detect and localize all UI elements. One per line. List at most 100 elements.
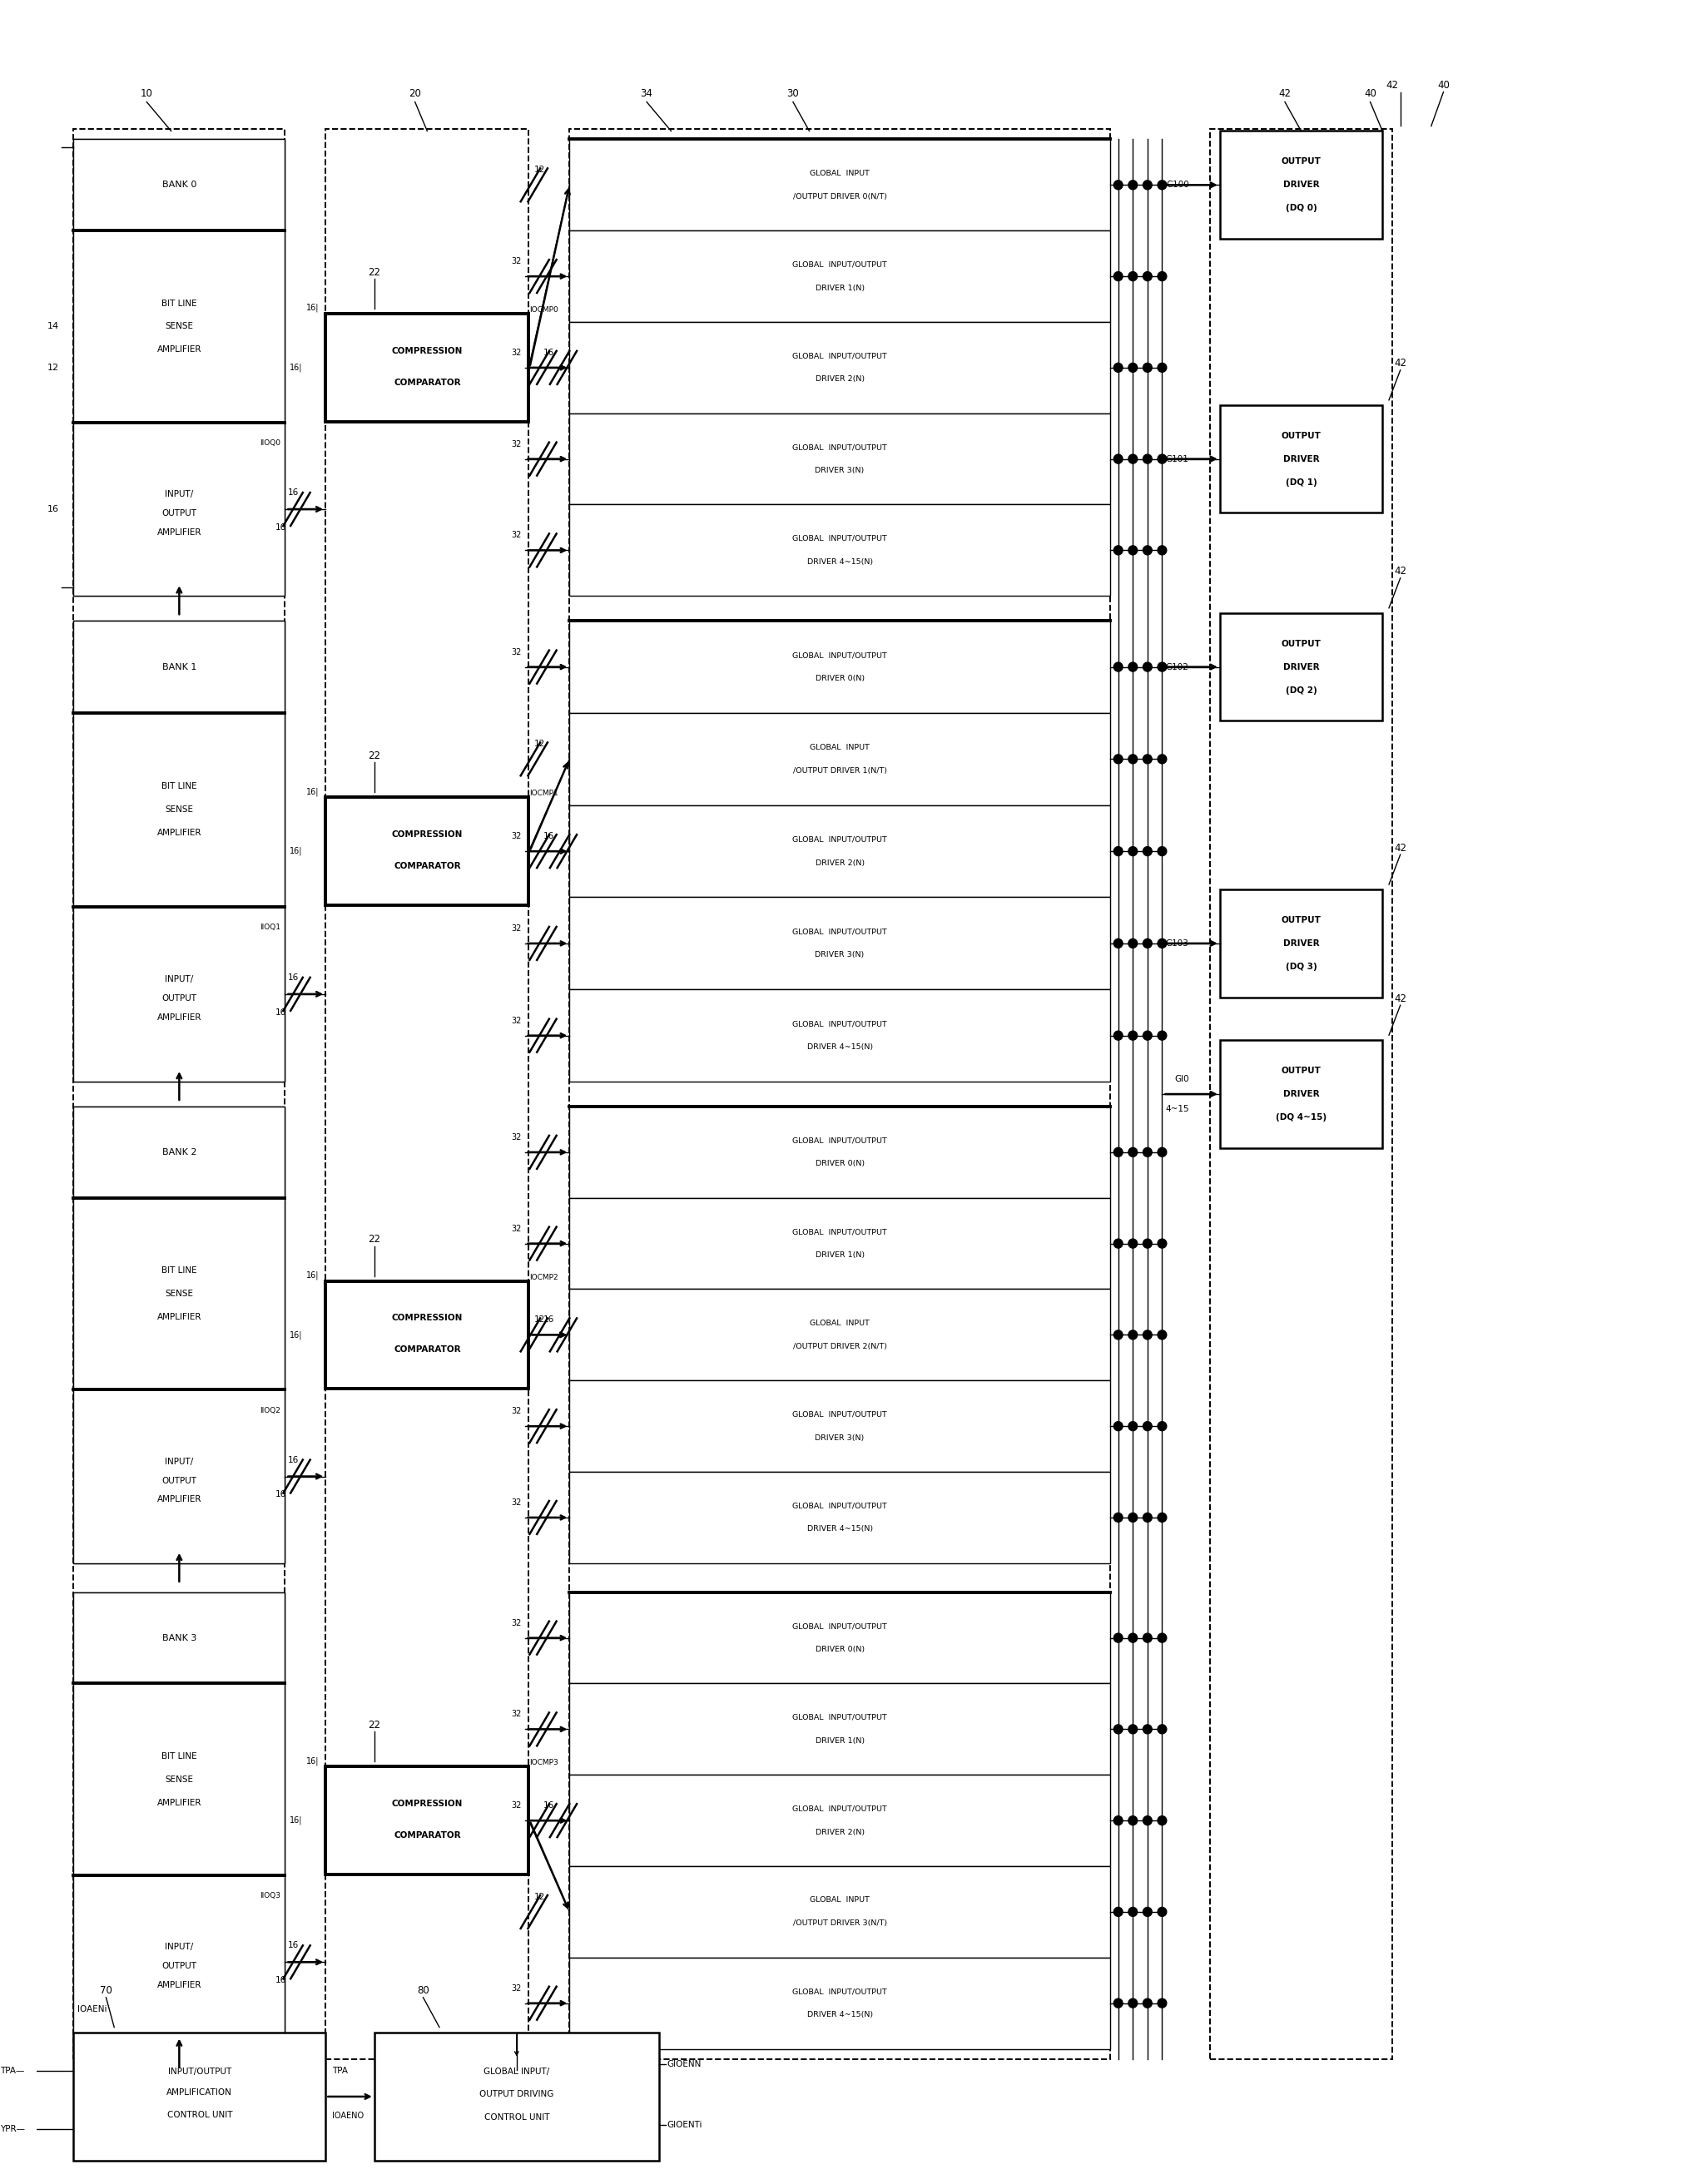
Text: 42: 42 [1386, 81, 1398, 92]
Text: OUTPUT: OUTPUT [1281, 157, 1322, 166]
Text: DRIVER 4~15(N): DRIVER 4~15(N) [806, 1524, 873, 1533]
Bar [570, 989, 1111, 1081]
Bar [570, 129, 1111, 2060]
Text: 4~15: 4~15 [1165, 1105, 1189, 1114]
Bar [73, 129, 284, 2060]
Circle shape [1128, 753, 1138, 764]
Text: GLOBAL  INPUT: GLOBAL INPUT [810, 1896, 869, 1904]
Circle shape [1143, 1815, 1152, 1826]
Bar [1220, 131, 1383, 238]
Text: 42: 42 [1395, 994, 1407, 1005]
Circle shape [1158, 1031, 1167, 1040]
Text: 16: 16 [287, 1455, 299, 1463]
Text: DRIVER 3(N): DRIVER 3(N) [815, 467, 864, 474]
Text: (DQ 1): (DQ 1) [1286, 478, 1317, 487]
Bar [73, 1107, 284, 1197]
Text: 32: 32 [512, 924, 522, 933]
Text: 32: 32 [512, 1618, 522, 1627]
Text: IOAENi: IOAENi [78, 2005, 107, 2014]
Text: COMPARATOR: COMPARATOR [393, 1345, 461, 1354]
Text: GLOBAL  INPUT/OUTPUT: GLOBAL INPUT/OUTPUT [793, 836, 888, 843]
Text: INPUT/: INPUT/ [165, 1457, 194, 1465]
Circle shape [1158, 271, 1167, 282]
Bar [570, 1776, 1111, 1865]
Text: 22: 22 [367, 1234, 381, 1245]
Text: GLOBAL  INPUT/OUTPUT: GLOBAL INPUT/OUTPUT [793, 1503, 888, 1509]
Text: GLOBAL  INPUT/OUTPUT: GLOBAL INPUT/OUTPUT [793, 651, 888, 660]
Circle shape [1114, 1815, 1123, 1826]
Text: GLOBAL  INPUT: GLOBAL INPUT [810, 745, 869, 751]
Bar [570, 1380, 1111, 1472]
Circle shape [1128, 1238, 1138, 1247]
Circle shape [1158, 1238, 1167, 1247]
Bar [73, 620, 284, 712]
Bar [73, 1592, 284, 2049]
Text: 42: 42 [1279, 87, 1291, 98]
Text: SENSE: SENSE [165, 1289, 194, 1297]
Bar [73, 1197, 284, 1389]
Text: 16|: 16| [306, 304, 320, 312]
Bar [1220, 889, 1383, 998]
Bar [374, 2033, 658, 2160]
Text: BANK 1: BANK 1 [162, 662, 196, 670]
Text: 42: 42 [1395, 566, 1407, 577]
Circle shape [1114, 1031, 1123, 1040]
Text: DRIVER: DRIVER [1283, 939, 1320, 948]
Text: IIOQ0: IIOQ0 [260, 439, 281, 448]
Circle shape [1128, 1634, 1138, 1642]
Text: 12: 12 [534, 1894, 544, 1900]
Circle shape [1114, 1514, 1123, 1522]
Bar [570, 1289, 1111, 1380]
Text: 34: 34 [641, 87, 653, 98]
Text: 16|: 16| [289, 847, 303, 856]
Text: 42: 42 [1395, 358, 1407, 369]
Bar [325, 797, 529, 904]
Text: BANK 2: BANK 2 [162, 1149, 197, 1155]
Bar [325, 1280, 529, 1389]
Circle shape [1143, 1634, 1152, 1642]
Bar [570, 1865, 1111, 1957]
Text: /OUTPUT DRIVER 3(N/T): /OUTPUT DRIVER 3(N/T) [793, 1920, 886, 1926]
Text: 32: 32 [512, 531, 522, 539]
Circle shape [1114, 939, 1123, 948]
Circle shape [1158, 363, 1167, 371]
Circle shape [1143, 1907, 1152, 1915]
Text: DRIVER: DRIVER [1283, 181, 1320, 190]
Text: COMPRESSION: COMPRESSION [391, 1315, 463, 1321]
Text: 16: 16 [276, 524, 286, 531]
Circle shape [1128, 1514, 1138, 1522]
Text: IOCMP2: IOCMP2 [529, 1273, 558, 1280]
Bar [570, 321, 1111, 413]
Bar [570, 1684, 1111, 1776]
Text: GLOBAL  INPUT/OUTPUT: GLOBAL INPUT/OUTPUT [793, 1987, 888, 1996]
Text: 40: 40 [1364, 87, 1376, 98]
Text: GI0: GI0 [1174, 1075, 1189, 1083]
Circle shape [1143, 939, 1152, 948]
Circle shape [1128, 363, 1138, 371]
Circle shape [1158, 1634, 1167, 1642]
Bar [73, 1592, 284, 1684]
Circle shape [1158, 1725, 1167, 1734]
Text: AMPLIFIER: AMPLIFIER [156, 1496, 201, 1505]
Text: DRIVER 1(N): DRIVER 1(N) [815, 1251, 864, 1258]
Text: OUTPUT: OUTPUT [1281, 915, 1322, 924]
Circle shape [1128, 1998, 1138, 2007]
Circle shape [1128, 271, 1138, 282]
Text: DRIVER: DRIVER [1283, 662, 1320, 670]
Bar [570, 140, 1111, 232]
Text: 70: 70 [100, 1985, 112, 1996]
Bar [570, 1197, 1111, 1289]
Circle shape [1143, 1147, 1152, 1158]
Bar [73, 620, 284, 1081]
Text: OUTPUT DRIVING: OUTPUT DRIVING [480, 2090, 555, 2099]
Text: INPUT/: INPUT/ [165, 1944, 194, 1950]
Text: 22: 22 [367, 751, 381, 762]
Circle shape [1114, 847, 1123, 856]
Bar [73, 140, 284, 596]
Text: DRIVER 0(N): DRIVER 0(N) [815, 1160, 864, 1168]
Text: 12: 12 [48, 363, 60, 371]
Text: GLOBAL  INPUT/OUTPUT: GLOBAL INPUT/OUTPUT [793, 443, 888, 452]
Text: 22: 22 [367, 1719, 381, 1730]
Text: GLOBAL INPUT/: GLOBAL INPUT/ [483, 2068, 549, 2075]
Text: DRIVER 1(N): DRIVER 1(N) [815, 1736, 864, 1745]
